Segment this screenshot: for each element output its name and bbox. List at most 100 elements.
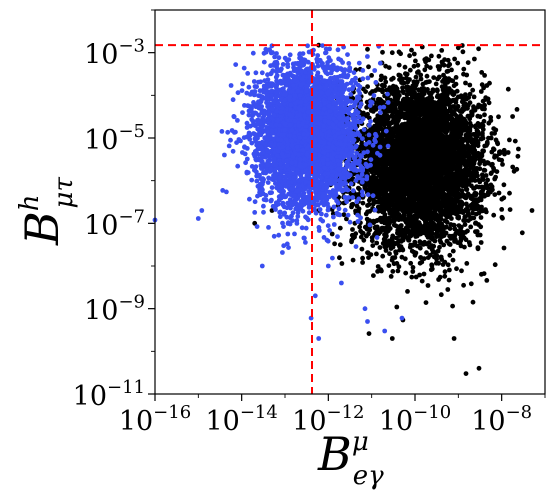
scatter-point-series-1 bbox=[442, 259, 448, 265]
scatter-point-series-1 bbox=[476, 184, 482, 190]
scatter-point-series-1 bbox=[475, 121, 481, 126]
scatter-point-series-1 bbox=[428, 232, 434, 238]
scatter-point-series-1 bbox=[477, 232, 483, 238]
scatter-point-series-1 bbox=[491, 146, 496, 152]
scatter-point-series-1 bbox=[413, 58, 418, 64]
scatter-point-series-1 bbox=[467, 172, 473, 178]
scatter-point-series-1 bbox=[375, 186, 380, 192]
scatter-point-series-1 bbox=[382, 203, 388, 209]
scatter-point-series-1 bbox=[388, 106, 393, 111]
scatter-point-series-1 bbox=[403, 71, 408, 77]
scatter-point-series-1 bbox=[441, 140, 447, 146]
scatter-point-series-1 bbox=[453, 75, 459, 80]
scatter-point-series-1 bbox=[446, 101, 452, 107]
scatter-points bbox=[152, 42, 535, 376]
scatter-point-series-1 bbox=[389, 77, 394, 82]
scatter-point-series-1 bbox=[397, 207, 403, 212]
scatter-point-series-1 bbox=[417, 211, 423, 217]
scatter-point-series-1 bbox=[436, 53, 442, 59]
scatter-point-series-1 bbox=[418, 255, 423, 260]
scatter-point-series-1 bbox=[467, 242, 473, 248]
scatter-point-series-1 bbox=[441, 242, 447, 248]
scatter-point-series-1 bbox=[515, 153, 521, 159]
scatter-point-series-1 bbox=[423, 231, 429, 236]
scatter-point-series-1 bbox=[427, 65, 433, 70]
scatter-point-series-1 bbox=[436, 146, 442, 151]
scatter-point-series-1 bbox=[378, 77, 384, 83]
scatter-point-series-1 bbox=[391, 261, 397, 267]
scatter-point-series-1 bbox=[418, 136, 424, 142]
scatter-point-series-1 bbox=[478, 154, 484, 160]
scatter-point-series-1 bbox=[386, 187, 392, 192]
scatter-point-series-1 bbox=[463, 169, 469, 175]
scatter-point-series-1 bbox=[393, 106, 398, 112]
scatter-point-series-1 bbox=[439, 207, 444, 213]
scatter-point-series-1 bbox=[463, 92, 468, 97]
scatter-point-series-1 bbox=[360, 260, 365, 265]
scatter-point-series-1 bbox=[491, 126, 497, 131]
scatter-point-series-1 bbox=[382, 244, 388, 250]
scatter-point-series-1 bbox=[472, 106, 478, 112]
scatter-point-series-1 bbox=[405, 197, 410, 203]
scatter-point-series-1 bbox=[477, 166, 483, 172]
scatter-point-series-1 bbox=[435, 214, 441, 220]
scatter-point-series-1 bbox=[421, 226, 426, 232]
scatter-point-series-1 bbox=[475, 138, 480, 144]
scatter-point-series-1 bbox=[403, 225, 409, 231]
scatter-point-series-1 bbox=[413, 74, 419, 80]
scatter-point-series-1 bbox=[438, 292, 444, 298]
scatter-point-series-1 bbox=[416, 151, 422, 157]
scatter-point-series-1 bbox=[437, 64, 443, 70]
scatter-point-series-1 bbox=[415, 62, 421, 68]
scatter-point-series-1 bbox=[396, 62, 402, 68]
scatter-point-series-1 bbox=[501, 147, 507, 153]
scatter-point-series-1 bbox=[478, 103, 484, 109]
scatter-point-series-1 bbox=[463, 80, 468, 86]
scatter-point-series-1 bbox=[442, 273, 448, 279]
scatter-point-series-1 bbox=[397, 232, 403, 238]
scatter-point-series-1 bbox=[425, 87, 430, 92]
scatter-point-series-1 bbox=[434, 256, 439, 262]
scatter-point-series-1 bbox=[460, 192, 465, 198]
scatter-point-series-1 bbox=[473, 131, 479, 137]
scatter-point-series-1 bbox=[366, 64, 371, 70]
scatter-point-series-1 bbox=[403, 202, 408, 208]
scatter-point-series-1 bbox=[483, 207, 488, 213]
scatter-point-series-1 bbox=[432, 238, 438, 244]
scatter-point-series-1 bbox=[341, 212, 347, 218]
scatter-point-series-1 bbox=[453, 123, 459, 129]
scatter-point-series-1 bbox=[396, 202, 402, 208]
scatter-point-series-1 bbox=[479, 204, 484, 210]
scatter-point-series-1 bbox=[442, 76, 447, 82]
scatter-point-series-1 bbox=[446, 277, 452, 283]
scatter-point-series-1 bbox=[423, 100, 429, 106]
scatter-point-series-1 bbox=[388, 182, 394, 187]
scatter-point-series-1 bbox=[462, 244, 467, 250]
scatter-point-series-1 bbox=[387, 85, 393, 90]
scatter-point-series-1 bbox=[409, 274, 415, 280]
scatter-point-series-1 bbox=[500, 162, 505, 167]
scatter-point-series-1 bbox=[414, 216, 419, 222]
scatter-point-series-1 bbox=[481, 118, 487, 124]
scatter-point-series-1 bbox=[451, 109, 456, 114]
scatter-point-series-1 bbox=[395, 163, 401, 168]
scatter-point-series-1 bbox=[379, 120, 385, 126]
scatter-point-series-1 bbox=[380, 162, 386, 168]
scatter-point-series-1 bbox=[445, 287, 451, 292]
scatter-point-series-1 bbox=[435, 198, 441, 203]
scatter-point-series-1 bbox=[396, 72, 402, 78]
scatter-point-series-1 bbox=[451, 222, 457, 228]
scatter-point-series-1 bbox=[447, 62, 453, 67]
scatter-point-series-1 bbox=[475, 173, 480, 179]
scatter-point-series-1 bbox=[454, 266, 459, 272]
scatter-point-series-1 bbox=[471, 94, 477, 100]
scatter-point-series-1 bbox=[401, 156, 406, 162]
scatter-point-series-1 bbox=[442, 118, 447, 123]
scatter-point-series-1 bbox=[431, 107, 437, 113]
scatter-point-series-1 bbox=[447, 162, 453, 168]
scatter-point-series-1 bbox=[480, 135, 486, 141]
scatter-point-series-1 bbox=[456, 128, 461, 134]
scatter-point-series-1 bbox=[492, 262, 498, 268]
scatter-point-series-1 bbox=[453, 237, 458, 243]
scatter-point-series-1 bbox=[432, 122, 438, 128]
